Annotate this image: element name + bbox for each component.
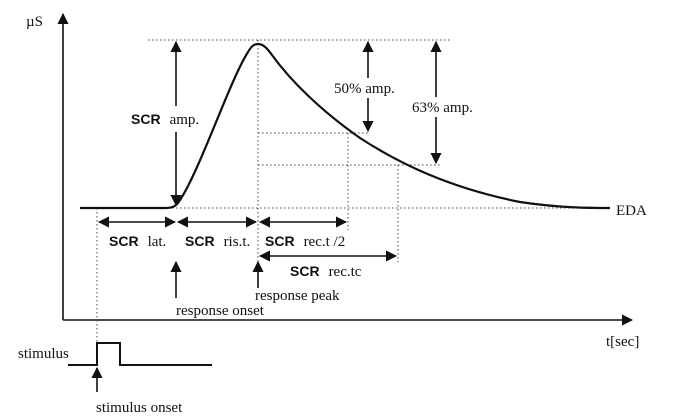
scr-rec2-text: rec.t /2	[304, 234, 346, 250]
scr-lat-label: SCR lat.	[109, 233, 166, 250]
amp50-label-bg	[330, 78, 406, 98]
scr-amp-text: amp.	[170, 112, 200, 128]
scr-lat-prefix: SCR	[109, 233, 139, 249]
scr-amp-label: SCR amp.	[131, 111, 199, 128]
stimulus-label: stimulus	[18, 346, 69, 362]
eda-curve	[80, 42, 611, 210]
eda-label: EDA	[616, 203, 647, 219]
scr-lat-text: lat.	[148, 234, 167, 250]
scr-rectc-prefix: SCR	[290, 263, 320, 279]
scr-ris-text: ris.t.	[224, 234, 251, 250]
scr-amp-prefix: SCR	[131, 111, 161, 127]
response-peak-label: response peak	[255, 288, 340, 304]
stimulus-onset-label: stimulus onset	[96, 400, 183, 416]
amp63-label-bg	[409, 97, 491, 117]
stimulus-pulse	[68, 342, 212, 366]
scr-ris-label: SCR ris.t.	[185, 233, 250, 250]
amp63-label: 63% amp.	[412, 100, 473, 116]
scr-rectc-label: SCR rec.tc	[290, 263, 362, 280]
scr-rec2-prefix: SCR	[265, 233, 295, 249]
scr-amp-label-bg	[128, 106, 208, 132]
x-axis-label: t[sec]	[606, 334, 639, 350]
response-onset-label: response onset	[176, 303, 265, 319]
scr-rec2-label: SCR rec.t /2	[265, 233, 345, 250]
scr-rectc-text: rec.tc	[329, 264, 362, 280]
scr-ris-prefix: SCR	[185, 233, 215, 249]
amp50-label: 50% amp.	[334, 81, 395, 97]
y-axis-label: µS	[26, 14, 43, 30]
